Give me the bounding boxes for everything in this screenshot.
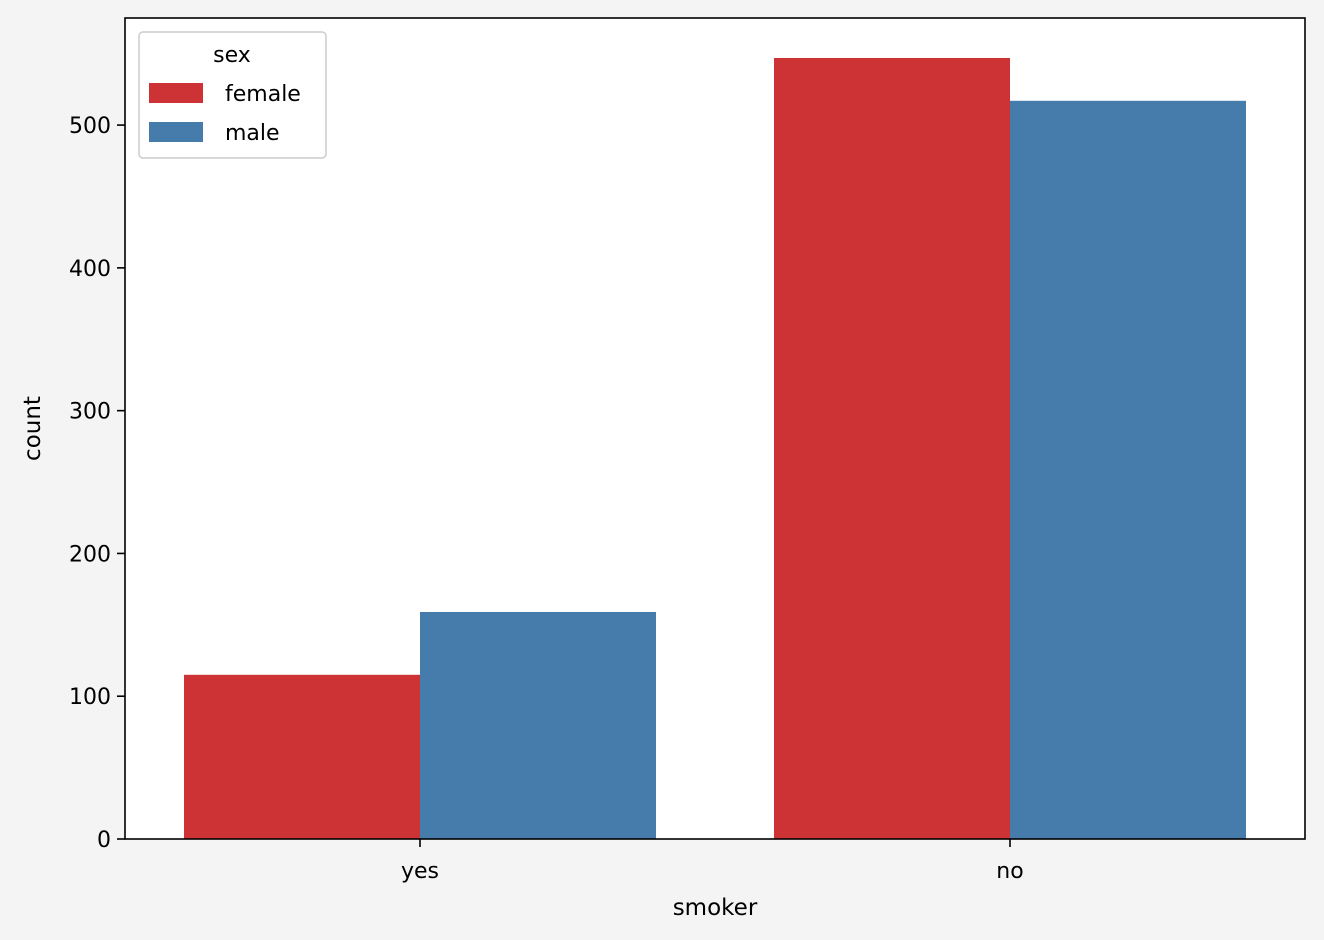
legend-label-female: female bbox=[225, 82, 301, 107]
x-axis-label: smoker bbox=[673, 895, 758, 921]
bar-female-yes bbox=[184, 674, 420, 839]
bars-group bbox=[184, 57, 1246, 840]
bar-male-no bbox=[1010, 100, 1246, 840]
y-tick-label: 500 bbox=[69, 114, 111, 139]
y-axis: 0 100 200 300 400 500 bbox=[69, 114, 125, 853]
x-tick-label-no: no bbox=[996, 859, 1023, 884]
x-axis: yes no bbox=[401, 839, 1024, 884]
y-axis-label: count bbox=[20, 396, 46, 461]
legend-swatch-male bbox=[149, 122, 203, 142]
y-tick-label: 400 bbox=[69, 257, 111, 282]
y-tick-label: 100 bbox=[69, 685, 111, 710]
legend-swatch-female bbox=[149, 83, 203, 103]
bar-female-no bbox=[774, 57, 1010, 840]
legend-title: sex bbox=[213, 43, 251, 68]
x-tick-label-yes: yes bbox=[401, 859, 439, 884]
y-tick-label: 0 bbox=[97, 828, 111, 853]
y-tick-label: 300 bbox=[69, 400, 111, 425]
legend-label-male: male bbox=[225, 121, 280, 146]
y-tick-label: 200 bbox=[69, 542, 111, 567]
plot-frame bbox=[124, 17, 1306, 840]
legend-items: female male bbox=[149, 82, 301, 146]
bar-male-yes bbox=[420, 611, 656, 839]
legend: sex female male bbox=[138, 31, 327, 159]
